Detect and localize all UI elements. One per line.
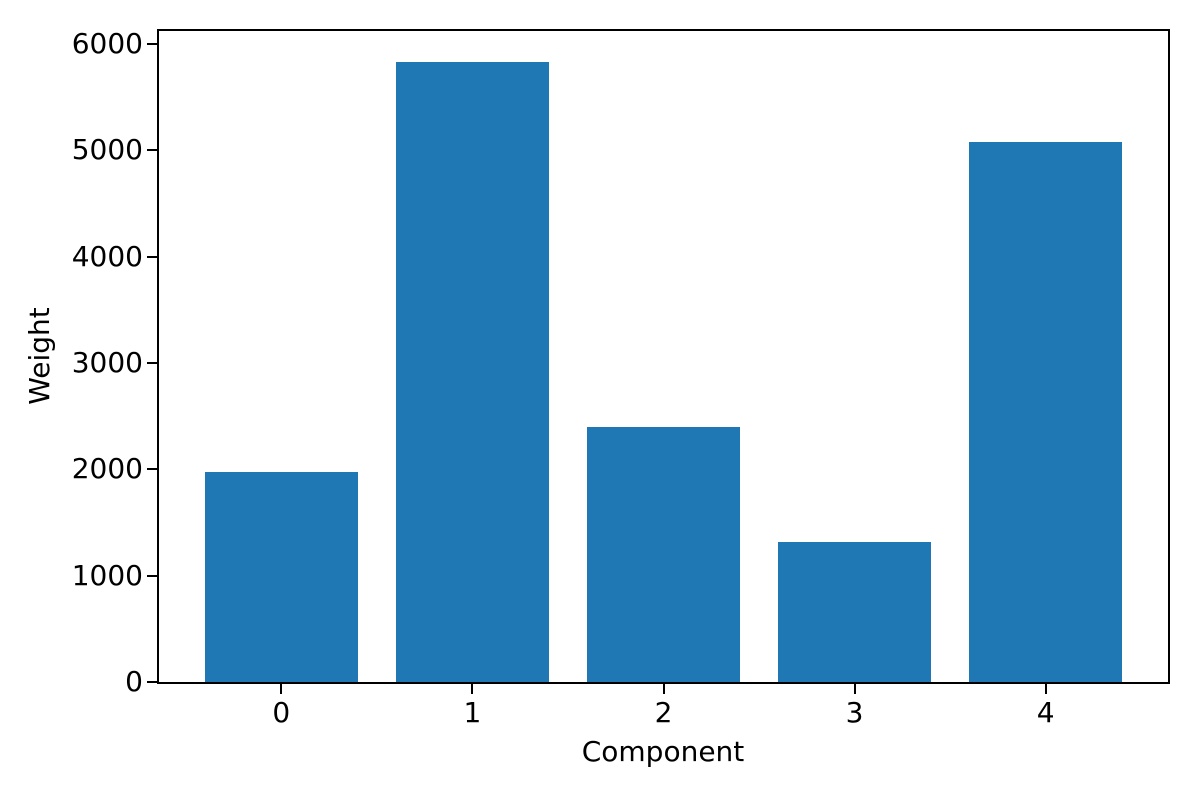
- y-tick-mark: [147, 149, 157, 152]
- y-tick-mark: [147, 361, 157, 364]
- y-tick-mark: [147, 255, 157, 258]
- x-tick-mark: [853, 684, 856, 694]
- x-tick-mark: [662, 684, 665, 694]
- bar-component-3: [778, 542, 932, 682]
- y-tick-mark: [147, 681, 157, 683]
- plot-area: [157, 29, 1170, 684]
- bar-component-1: [395, 61, 549, 682]
- x-tick-mark: [280, 684, 283, 694]
- x-tick-label: 4: [1036, 696, 1055, 729]
- x-tick-mark: [471, 684, 474, 694]
- y-tick-label: 1000: [71, 558, 143, 592]
- bar-component-0: [204, 471, 358, 682]
- y-tick-mark: [147, 468, 157, 471]
- x-tick-label: 3: [845, 696, 864, 729]
- x-tick-label: 1: [463, 696, 482, 729]
- x-tick-mark: [1044, 684, 1047, 694]
- y-tick-label: 0: [125, 665, 143, 698]
- y-tick-label: 2000: [71, 452, 143, 486]
- y-tick-label: 6000: [71, 26, 143, 60]
- x-tick-label: 2: [654, 696, 673, 729]
- y-tick-label: 3000: [71, 345, 143, 379]
- y-tick-mark: [147, 574, 157, 577]
- y-tick-label: 5000: [71, 133, 143, 167]
- y-tick-mark: [147, 42, 157, 45]
- x-tick-label: 0: [272, 696, 291, 729]
- bar-component-4: [969, 142, 1123, 682]
- x-axis-label: Component: [581, 735, 745, 768]
- y-tick-label: 4000: [71, 239, 143, 273]
- bar-component-2: [587, 426, 740, 682]
